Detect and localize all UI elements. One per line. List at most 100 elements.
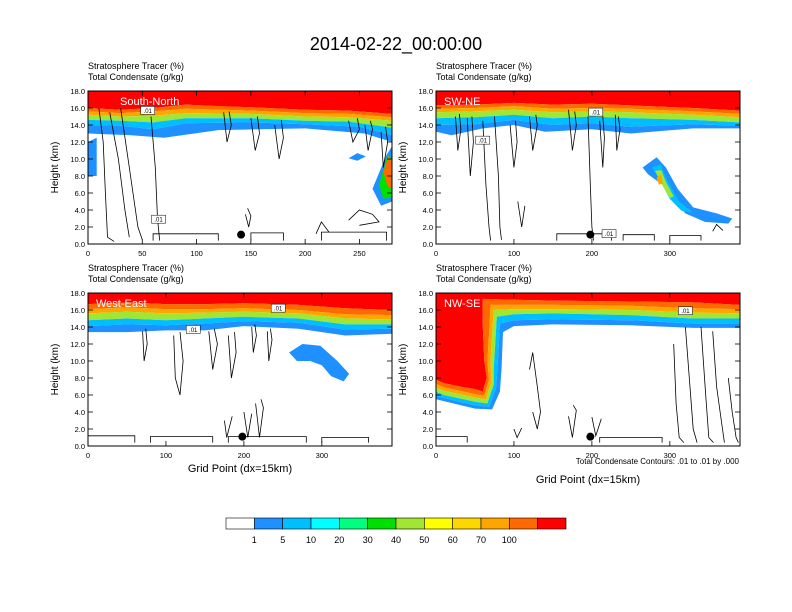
panel-title-line: Stratosphere Tracer (%) [436,61,532,71]
panel-title-line: Total Condensate (g/kg) [88,274,184,284]
tracer-band-4 [88,311,392,325]
y-tick-label: 4.0 [75,206,85,215]
condensate-contour-5 [509,120,518,168]
colorbar-label: 20 [334,535,344,545]
condensate-contour-13 [348,209,380,226]
tracer-band-1 [88,91,392,114]
condensate-contour-9 [364,120,373,151]
x-tick-label: 250 [353,249,366,258]
colorbar-label: 10 [306,535,316,545]
colorbar-label: 50 [419,535,429,545]
location-marker [586,230,595,239]
condensate-contour-11 [245,208,252,228]
condensate-contour-11 [513,427,523,439]
tracer-band-6 [88,122,392,142]
contour-label-box [185,325,201,334]
tracer-band-2 [436,102,740,114]
y-tick-label: 16.0 [418,104,433,113]
colorbar-swatch [480,517,510,530]
x-tick-label: 0 [86,451,90,460]
condensate-contour-1 [142,328,148,362]
x-tick-label: 50 [138,249,146,258]
condensate-contour-11 [517,201,526,228]
panel-title-line: Stratosphere Tracer (%) [88,61,184,71]
contour-label: .01 [681,309,690,315]
colorbar-swatch [452,517,482,530]
y-tick-label: 12.0 [70,138,85,147]
contour-label: .01 [479,139,488,145]
y-tick-label: 10.0 [70,357,85,366]
contour-label-box [151,214,166,224]
panel-label: South-North [120,96,179,108]
colorbar: 1 5 10 20 30 40 50 60 70 100 [225,517,567,545]
x-tick-label: 100 [508,451,521,460]
y-axis-label: Height (km) [398,344,409,396]
y-tick-label: 10.0 [70,155,85,164]
plot-frame [435,292,741,447]
contour-label-box [588,107,604,117]
colorbar-label: 100 [502,535,517,545]
y-tick-label: 14.0 [70,121,85,130]
panel-title-line: Total Condensate (g/kg) [88,72,184,82]
panels: .01 .01 South-North 0.0 2.0 4.0 6.0 8.0 10.0 12.0… [50,61,741,486]
y-tick-label: 2.0 [423,223,433,232]
y-tick-label: 4.0 [423,206,433,215]
condensate-contour-12 [315,221,330,234]
condensate-contour-3 [591,417,602,438]
x-tick-label: 0 [434,249,438,258]
y-tick-label: 18.0 [70,289,85,298]
tracer-band-3 [436,106,740,118]
plot-frame [87,292,393,447]
x-tick-label: 300 [664,451,677,460]
condensate-contour-2 [466,116,474,177]
panel-bottom-right: .01 NW-SE 0.0 2.0 4.0 6.0 8.0 10.0 12.0 14.0 16.0 1… [398,263,741,486]
y-tick-label: 2.0 [423,425,433,434]
contour-label: .01 [592,111,601,117]
condensate-contour-7 [568,109,577,151]
contour-label: .01 [274,307,283,313]
panel-bottom-left: .01 .01 West-East 0.0 2.0 4.0 6.0 8.0 10.0 12.0 14… [50,263,393,475]
y-tick-label: 8.0 [423,374,433,383]
y-tick-label: 18.0 [418,289,433,298]
x-tick-label: 300 [664,249,677,258]
panel-label: SW-NE [444,96,480,108]
y-tick-label: 4.0 [75,408,85,417]
colorbar-swatch [225,517,255,530]
y-tick-label: 8.0 [75,374,85,383]
y-tick-label: 2.0 [75,425,85,434]
tracer-band-7 [88,137,97,176]
y-tick-label: 6.0 [423,391,433,400]
condensate-contour-7 [224,416,233,438]
condensate-contour-4 [673,343,685,443]
colorbar-swatch [509,517,538,530]
condensate-contour-1 [98,107,115,242]
contour-label-box [270,303,286,313]
y-tick-label: 0.0 [75,442,85,451]
contour-note: Total Condensate Contours: .01 to .01 by… [576,457,740,466]
location-marker [586,432,595,441]
condensate-contour-8 [727,377,739,443]
condensate-contour-5 [685,326,698,443]
y-tick-label: 12.0 [418,340,433,349]
condensate-contour-7 [274,119,284,160]
x-axis-label: Grid Point (dx=15km) [188,463,292,475]
y-tick-label: 8.0 [423,172,433,181]
y-tick-label: 0.0 [423,442,433,451]
colorbar-label: 5 [280,535,285,545]
condensate-contour-11 [149,436,214,443]
x-tick-label: 100 [160,451,173,460]
x-tick-label: 0 [434,451,438,460]
colorbar-swatch [424,517,453,530]
colorbar-label: 70 [476,535,486,545]
x-axis-label: Grid Point (dx=15km) [536,474,640,486]
panel-title-line: Total Condensate (g/kg) [436,72,532,82]
panel-title-line: Total Condensate (g/kg) [436,274,532,284]
tracer-band-7 [289,344,350,382]
condensate-contour-15 [250,232,284,241]
condensate-contour-3 [120,107,143,240]
condensate-contour-13 [622,234,655,241]
condensate-contour-15 [712,223,724,232]
tracer-band-2 [88,104,392,118]
y-tick-label: 16.0 [70,306,85,315]
